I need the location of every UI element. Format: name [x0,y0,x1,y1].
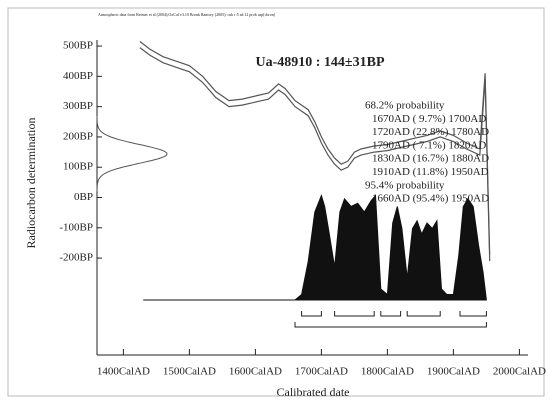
y-tick-label: -100BP [59,221,93,233]
x-tick-label: 1400CalAD [97,366,150,378]
range-label: 1910AD (11.8%) 1950AD [372,166,489,178]
probability-distribution [143,193,487,301]
y-tick-label: 300BP [63,100,93,112]
range-label: 1720AD (22.8%) 1780AD [372,126,489,138]
prob-heading: 68.2% probability [365,100,445,112]
y-axis-label: Radiocarbon determination [24,118,38,249]
x-tick-label: 2000CalAD [493,366,546,378]
range-68 [334,311,375,317]
x-tick-label: 1900CalAD [427,366,480,378]
y-tick-label: 100BP [63,161,93,173]
calibration-curve [139,47,491,262]
y-tick-label: 0BP [74,191,93,203]
range-label: 1790AD ( 7.1%) 1820AD [372,139,486,151]
note: Atmospheric data from Reimer et al (2004… [98,12,276,17]
x-tick-label: 1500CalAD [163,366,216,378]
x-tick-label: 1600CalAD [229,366,282,378]
frame [7,7,545,397]
range-label: 1830AD (16.7%) 1880AD [372,153,489,165]
range-68 [406,311,441,317]
y-tick-label: -200BP [59,252,93,264]
determination-curve [96,116,168,192]
range-label: 1660AD (95.4%) 1950AD [372,193,489,205]
range-68 [459,311,487,317]
x-tick-label: 1700CalAD [295,366,348,378]
range-68 [380,311,402,317]
range-95 [294,322,487,328]
x-axis-label: Calibrated date [277,385,350,399]
chart-title: Ua-48910 : 144±31BP [255,55,384,70]
y-tick-label: 400BP [63,70,93,82]
y-tick-label: 500BP [63,40,93,52]
range-68 [301,311,322,317]
range-label: 1670AD ( 9.7%) 1700AD [372,113,486,125]
prob-heading: 95.4% probability [365,179,445,191]
x-tick-label: 1800CalAD [361,366,414,378]
y-tick-label: 200BP [63,130,93,142]
calibration-curve [139,41,491,256]
